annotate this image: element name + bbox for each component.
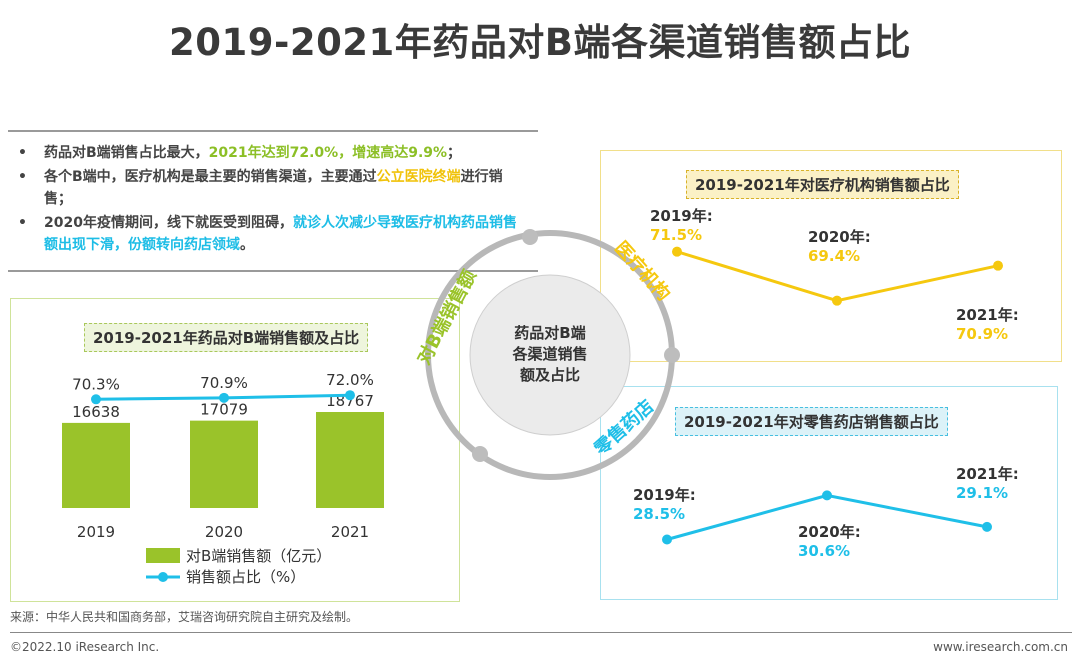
copyright: ©2022.10 iResearch Inc.	[10, 640, 160, 654]
summary-top-rule	[8, 130, 538, 132]
x-tick-label: 2021	[331, 523, 369, 541]
bullet-text: ；	[447, 145, 462, 161]
pharmacy-value-label: 30.6%	[798, 542, 850, 560]
bullet-text: 。	[240, 237, 254, 253]
b-end-chart-title: 2019-2021年药品对B端销售额及占比	[84, 323, 369, 352]
legend-line-marker	[158, 572, 168, 582]
footer-divider	[10, 632, 1072, 633]
medical-point	[672, 246, 682, 257]
x-tick-label: 2019	[77, 523, 115, 541]
inner-circle	[469, 274, 631, 436]
bullet-highlight: 公立医院终端	[376, 169, 461, 185]
channel-circle-diagram: 药品对B端 各渠道销售 额及占比 对B端销售额 医疗机构 零售药店	[413, 229, 680, 480]
source-note: 来源：中华人民共和国商务部，艾瑞咨询研究院自主研究及绘制。	[10, 610, 359, 624]
bullet-text: 药品对B端销售占比最大，	[44, 145, 209, 161]
center-label-line: 额及占比	[520, 366, 580, 384]
pharmacy-year-label: 2021年:	[956, 465, 1019, 483]
medical-year-label: 2021年:	[956, 306, 1019, 324]
bullet-text: 各个B端中，医疗机构是最主要的销售渠道，主要通过	[44, 169, 377, 185]
legend-bar-label: 对B端销售额（亿元）	[186, 547, 331, 565]
pharmacy-value-label: 28.5%	[633, 505, 685, 523]
share-label: 72.0%	[326, 371, 374, 389]
center-label-line: 各渠道销售	[511, 345, 587, 363]
ring-dot	[522, 229, 538, 245]
pharmacy-point	[662, 534, 672, 545]
b-end-chart-panel	[10, 298, 460, 602]
medical-value-label: 69.4%	[808, 247, 860, 265]
legend-bar-swatch	[146, 548, 180, 563]
pharmacy-chart-panel	[600, 386, 1058, 600]
x-tick-label: 2020	[205, 523, 243, 541]
ring-dot	[664, 347, 680, 363]
pharmacy-year-label: 2020年:	[798, 523, 861, 541]
bullet-marker: •	[18, 169, 27, 185]
bullet-highlight: 就诊人次减少导致医疗机构药品销售额出现下滑，份额转向药店领域	[44, 215, 517, 253]
pharmacy-year-label: 2019年:	[633, 486, 696, 504]
medical-year-label: 2019年:	[650, 207, 713, 225]
medical-chart-panel	[600, 150, 1062, 362]
website-url: www.iresearch.com.cn	[933, 640, 1068, 654]
pharmacy-point	[822, 490, 832, 501]
bar-2019	[62, 422, 130, 508]
bullet-text: 2020年疫情期间，线下就医受到阻碍，	[44, 215, 293, 231]
share-point	[219, 392, 229, 403]
medical-line-chart: 2019年:71.5% 2020年:69.4% 2021年:70.9%	[650, 207, 1019, 343]
share-label: 70.9%	[200, 374, 248, 392]
bullet-text: 进行销售；	[44, 169, 503, 207]
medical-point	[832, 295, 842, 306]
bar-value-label: 17079	[200, 401, 248, 419]
share-label: 70.3%	[72, 375, 120, 393]
legend-line-label: 销售额占比（%）	[186, 568, 305, 586]
medical-point	[993, 260, 1003, 271]
medical-value-label: 71.5%	[650, 226, 702, 244]
pharmacy-point	[982, 521, 992, 532]
medical-year-label: 2020年:	[808, 228, 871, 246]
pharmacy-chart-title: 2019-2021年对零售药店销售额占比	[675, 407, 948, 436]
bar-2021	[316, 412, 384, 508]
bullet-marker: •	[18, 215, 27, 231]
share-point	[91, 394, 101, 405]
medical-chart-title: 2019-2021年对医疗机构销售额占比	[686, 170, 959, 199]
center-label-line: 药品对B端	[514, 324, 585, 342]
bar-2020	[190, 420, 258, 508]
share-point	[345, 390, 355, 401]
summary-bullets: • 药品对B端销售占比最大，2021年达到72.0%，增速高达9.9%； • 各…	[8, 130, 538, 272]
summary-bottom-rule	[8, 270, 538, 272]
page-title: 2019-2021年药品对B端各渠道销售额占比	[168, 21, 911, 64]
ring-dot	[472, 446, 488, 462]
bar-value-label: 16638	[72, 403, 120, 421]
bullet-highlight: 2021年达到72.0%，增速高达9.9%	[208, 145, 448, 161]
medical-value-label: 70.9%	[956, 325, 1008, 343]
pharmacy-line-chart: 2019年:28.5% 2020年:30.6% 2021年:29.1%	[633, 465, 1019, 560]
bullet-marker: •	[18, 145, 27, 161]
pharmacy-value-label: 29.1%	[956, 484, 1008, 502]
